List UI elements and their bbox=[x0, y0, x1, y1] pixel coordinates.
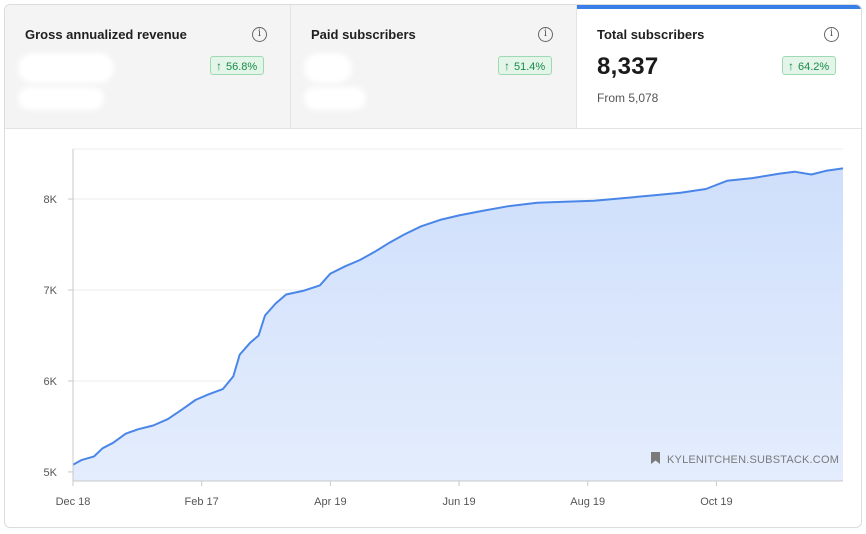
y-tick-label: 6K bbox=[44, 376, 58, 388]
change-badge: ↑ 64.2% bbox=[782, 56, 837, 75]
x-tick-label: Oct 19 bbox=[700, 496, 732, 508]
hidden-from-value bbox=[23, 92, 99, 105]
x-tick-label: Aug 19 bbox=[570, 496, 605, 508]
tab-title: Gross annualized revenue bbox=[25, 27, 187, 42]
info-icon[interactable]: i bbox=[538, 27, 553, 42]
change-badge: ↑ 51.4% bbox=[498, 56, 553, 75]
watermark: KYLENITCHEN.SUBSTACK.COM bbox=[651, 452, 839, 466]
hidden-from-value bbox=[309, 92, 361, 105]
tab-title: Total subscribers bbox=[597, 27, 705, 42]
change-value: 56.8% bbox=[226, 61, 258, 73]
watermark-text: KYLENITCHEN.SUBSTACK.COM bbox=[667, 454, 839, 466]
tab-paid-subscribers[interactable]: Paid subscribers i ↑ 51.4% bbox=[291, 5, 577, 128]
change-value: 51.4% bbox=[514, 61, 546, 73]
total-subscribers-value: 8,337 bbox=[597, 53, 659, 80]
change-value: 64.2% bbox=[798, 61, 830, 73]
info-icon[interactable]: i bbox=[824, 27, 839, 42]
x-tick-label: Dec 18 bbox=[56, 496, 91, 508]
subscriber-chart: 5K 6K 7K 8K Dec 18 Feb 17 Apr 19 Jun 19 Aug 19 Oc… bbox=[44, 148, 844, 508]
hidden-value bbox=[23, 58, 109, 78]
stats-panel: Gross annualized revenue i ↑ 56.8% Paid s… bbox=[4, 4, 862, 528]
arrow-up-icon: ↑ bbox=[216, 59, 222, 73]
tab-total-subscribers[interactable]: Total subscribers i 8,337 From 5,078 ↑ 64… bbox=[577, 5, 861, 128]
tab-gross-annualized-revenue[interactable]: Gross annualized revenue i ↑ 56.8% bbox=[5, 5, 291, 128]
y-tick-label: 7K bbox=[44, 285, 58, 297]
change-badge: ↑ 56.8% bbox=[210, 56, 265, 75]
y-tick-label: 5K bbox=[44, 467, 58, 479]
hidden-value bbox=[309, 58, 347, 78]
x-tick-label: Jun 19 bbox=[443, 496, 476, 508]
metric-tabs: Gross annualized revenue i ↑ 56.8% Paid s… bbox=[5, 5, 861, 129]
y-tick-label: 8K bbox=[44, 194, 58, 206]
from-value: From 5,078 bbox=[597, 91, 659, 105]
bookmark-icon bbox=[651, 452, 660, 464]
area-fill bbox=[73, 168, 843, 481]
arrow-up-icon: ↑ bbox=[504, 59, 510, 73]
tab-title: Paid subscribers bbox=[311, 27, 416, 42]
series-line bbox=[72, 167, 844, 466]
x-tick-label: Feb 17 bbox=[185, 496, 219, 508]
x-tick-label: Apr 19 bbox=[314, 496, 346, 508]
info-icon[interactable]: i bbox=[252, 27, 267, 42]
arrow-up-icon: ↑ bbox=[788, 59, 794, 73]
